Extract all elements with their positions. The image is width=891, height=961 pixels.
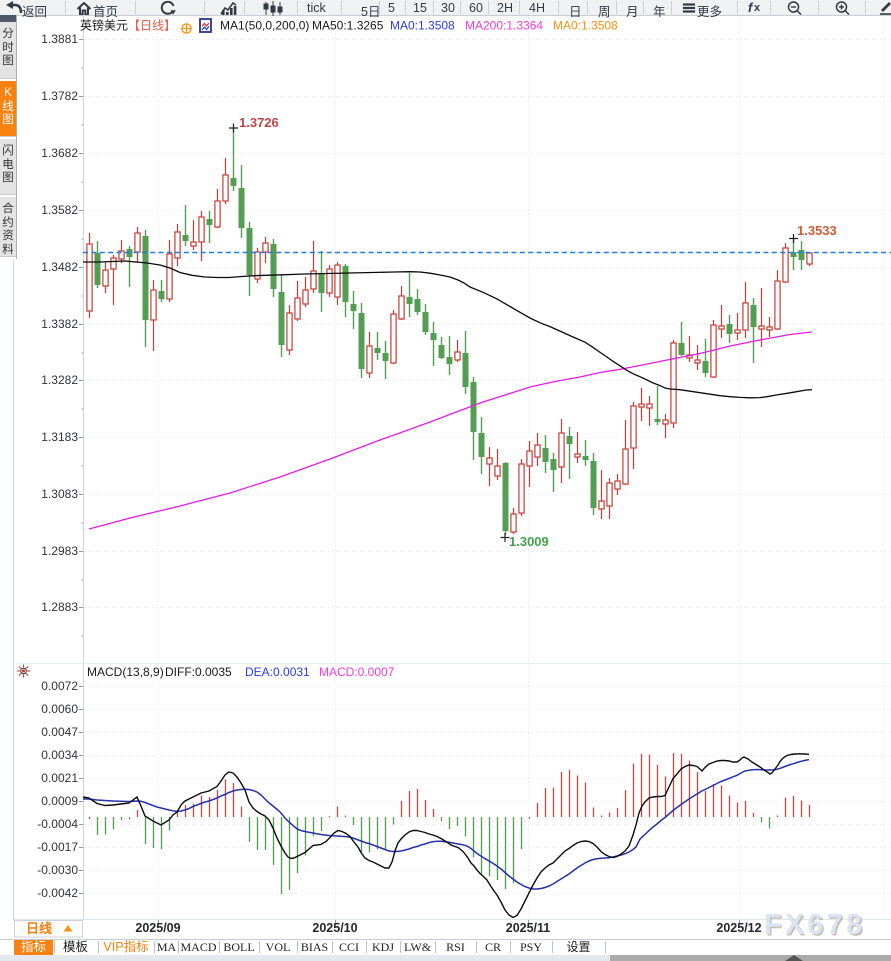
svg-text:2025/11: 2025/11 (506, 921, 551, 935)
svg-text:1.3533: 1.3533 (797, 223, 837, 238)
svg-text:1.3282: 1.3282 (41, 373, 78, 387)
svg-text:1.3009: 1.3009 (509, 534, 549, 549)
svg-text:1.3881: 1.3881 (41, 32, 78, 46)
svg-text:MA200:1.3364: MA200:1.3364 (465, 19, 543, 33)
svg-text:【日线】: 【日线】 (128, 19, 176, 33)
svg-text:1.3582: 1.3582 (41, 203, 78, 217)
svg-text:0.0060: 0.0060 (41, 702, 78, 716)
svg-text:1.3382: 1.3382 (41, 317, 78, 331)
svg-text:1.3726: 1.3726 (239, 115, 279, 130)
svg-text:1.2883: 1.2883 (41, 600, 78, 614)
svg-text:FX678: FX678 (764, 909, 865, 941)
svg-text:1.3682: 1.3682 (41, 146, 78, 160)
svg-text:1.3083: 1.3083 (41, 487, 78, 501)
svg-text:0.0072: 0.0072 (41, 679, 78, 693)
svg-text:1.3482: 1.3482 (41, 260, 78, 274)
svg-text:MA50:1.3265: MA50:1.3265 (312, 19, 384, 33)
svg-text:MA1(50,0,200,0): MA1(50,0,200,0) (220, 19, 309, 33)
svg-text:1.3782: 1.3782 (41, 89, 78, 103)
svg-text:英镑美元: 英镑美元 (80, 18, 128, 33)
svg-text:DEA:0.0031: DEA:0.0031 (245, 665, 310, 679)
svg-text:FX678: FX678 (766, 911, 867, 943)
svg-text:MA0:1.3508: MA0:1.3508 (553, 19, 618, 33)
svg-text:1.3183: 1.3183 (41, 430, 78, 444)
svg-text:MACD(13,8,9): MACD(13,8,9) (87, 665, 164, 679)
svg-text:0.0021: 0.0021 (41, 771, 78, 785)
svg-text:2025/10: 2025/10 (312, 921, 357, 935)
svg-text:-0.0030: -0.0030 (37, 863, 78, 877)
svg-text:0.0034: 0.0034 (41, 748, 78, 762)
svg-text:-0.0004: -0.0004 (37, 817, 78, 831)
svg-text:MA0:1.3508: MA0:1.3508 (390, 19, 455, 33)
svg-text:0.0009: 0.0009 (41, 794, 78, 808)
svg-text:2025/09: 2025/09 (135, 921, 180, 935)
svg-text:2025/12: 2025/12 (716, 921, 761, 935)
svg-text:DIFF:0.0035: DIFF:0.0035 (165, 665, 232, 679)
svg-text:-0.0017: -0.0017 (37, 840, 78, 854)
svg-text:-0.0042: -0.0042 (37, 886, 78, 900)
svg-text:0.0047: 0.0047 (41, 725, 78, 739)
svg-text:MACD:0.0007: MACD:0.0007 (319, 665, 395, 679)
svg-text:日线: 日线 (26, 921, 52, 936)
svg-text:1.2983: 1.2983 (41, 544, 78, 558)
